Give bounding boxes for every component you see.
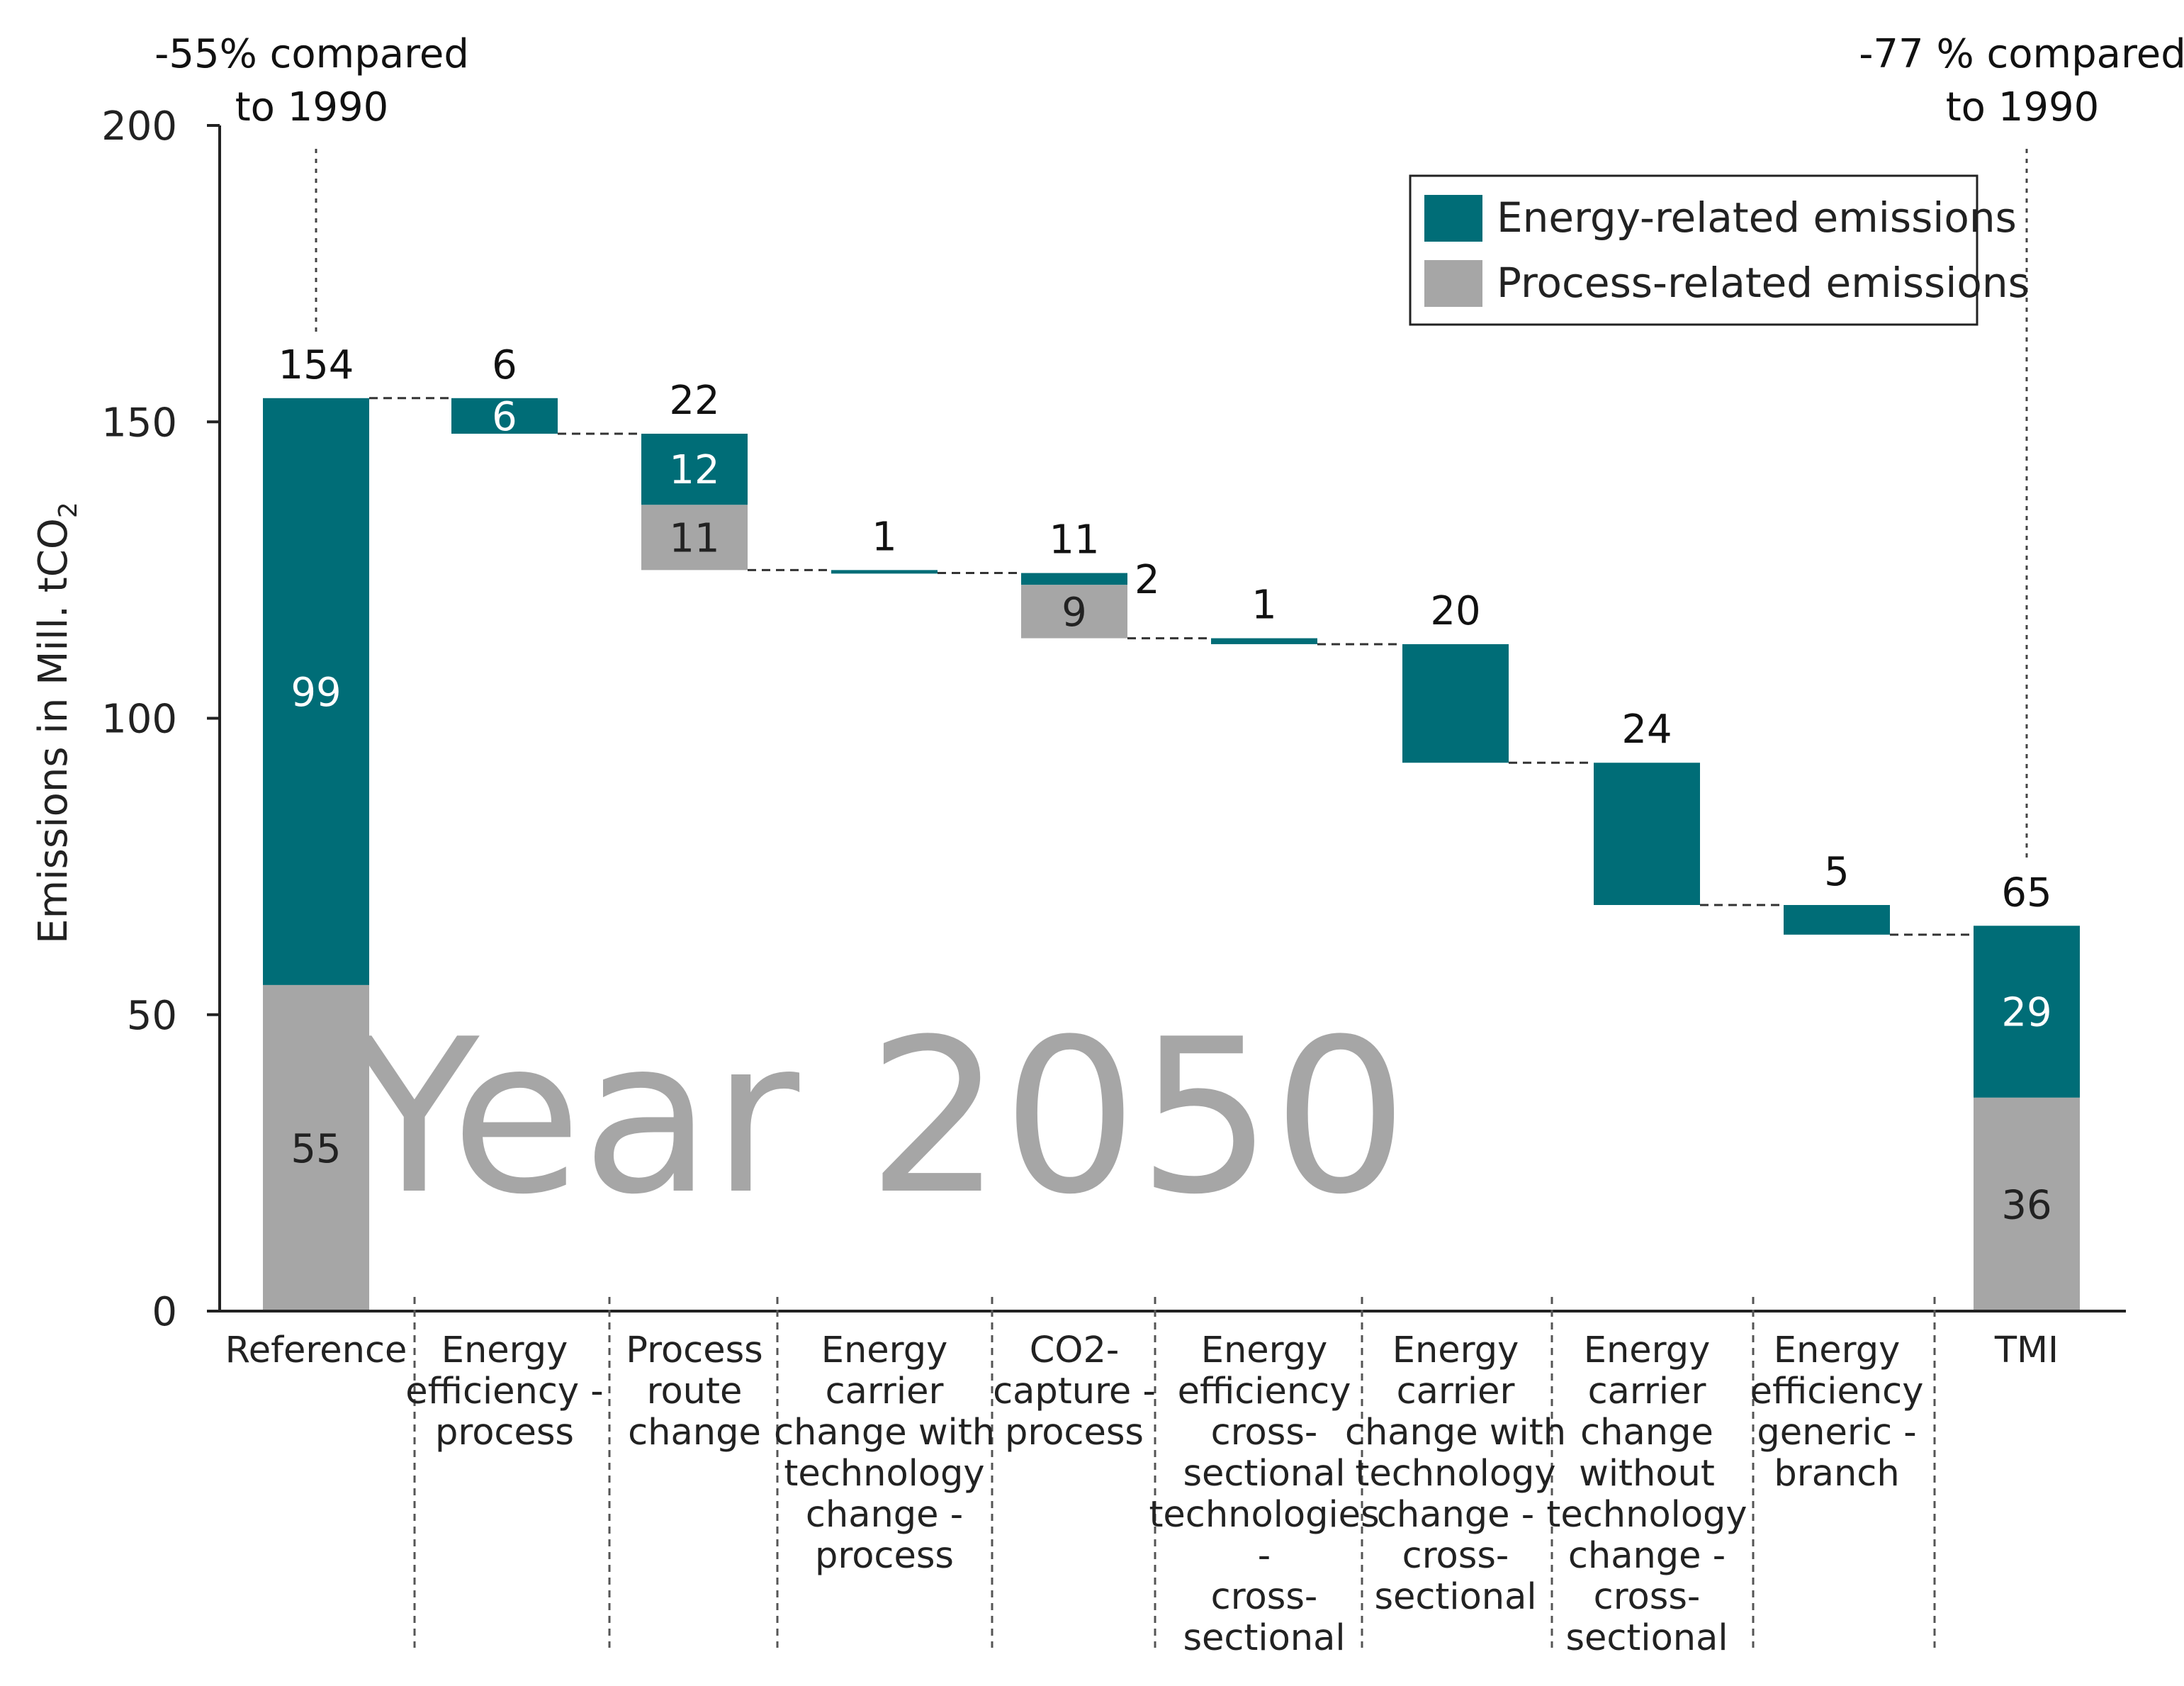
y-tick-label-100: 100 — [101, 697, 177, 743]
bar-energy-5 — [1211, 638, 1317, 644]
category-label-6-3: technology — [1355, 1453, 1555, 1495]
total-label-6: 20 — [1430, 588, 1480, 634]
total-label-1: 6 — [492, 342, 517, 388]
total-label-4: 11 — [1049, 517, 1099, 563]
category-label-1-0: Energy — [441, 1330, 568, 1371]
category-label-8-3: branch — [1774, 1453, 1899, 1495]
energy-label-0: 99 — [291, 670, 341, 716]
bar-energy-0 — [263, 398, 369, 985]
bar-energy-6 — [1402, 644, 1509, 763]
bar-energy-8 — [1784, 904, 1890, 935]
total-label-0: 154 — [278, 342, 354, 388]
category-label-7-6: cross- — [1594, 1576, 1701, 1618]
y-tick-label-200: 200 — [101, 103, 177, 150]
category-label-2-0: Process — [626, 1330, 762, 1371]
process-label-9: 36 — [2001, 1182, 2051, 1228]
bar-energy-7 — [1594, 763, 1700, 905]
category-label-6-5: cross- — [1402, 1535, 1509, 1577]
category-label-7-0: Energy — [1584, 1330, 1711, 1371]
category-label-4-2: process — [1005, 1412, 1144, 1454]
category-label-3-5: process — [815, 1535, 954, 1577]
category-label-3-3: technology — [784, 1453, 984, 1495]
energy-label-1: 6 — [492, 394, 517, 440]
category-label-5-3: sectional — [1183, 1453, 1345, 1495]
category-label-4-1: capture - — [993, 1371, 1156, 1412]
total-label-7: 24 — [1621, 707, 1672, 753]
total-label-9: 65 — [2001, 870, 2051, 916]
category-label-8-2: generic - — [1757, 1412, 1916, 1454]
category-label-4-0: CO2- — [1030, 1330, 1120, 1371]
bar-energy-9 — [1974, 926, 2080, 1098]
bar-energy-3 — [831, 570, 938, 574]
bar-energy-2 — [641, 433, 748, 505]
annotation-text-1-1: to 1990 — [1946, 84, 2100, 130]
total-label-3: 1 — [872, 514, 897, 560]
annotation-text-1-0: -77 % compared — [1859, 31, 2184, 77]
legend-label-energy: Energy-related emissions — [1497, 193, 2017, 242]
category-label-6-1: carrier — [1397, 1371, 1515, 1412]
category-label-7-3: without — [1579, 1453, 1715, 1495]
category-label-9-0: TMI — [1994, 1330, 2059, 1371]
annotation-text-0-1: to 1990 — [235, 84, 389, 130]
y-tick-label-50: 50 — [127, 993, 177, 1039]
category-label-8-0: Energy — [1774, 1330, 1901, 1371]
category-label-5-4: technologies — [1149, 1494, 1379, 1536]
legend-label-process: Process-related emissions — [1497, 259, 2030, 307]
category-label-1-2: process — [435, 1412, 574, 1454]
category-label-5-0: Energy — [1201, 1330, 1328, 1371]
watermark-text: Year 2050 — [346, 994, 1408, 1241]
process-label-2: 11 — [669, 515, 719, 561]
category-label-3-4: change - — [806, 1494, 963, 1536]
energy-label-2: 12 — [669, 447, 719, 493]
total-label-8: 5 — [1824, 849, 1850, 895]
category-label-1-1: efficiency - — [405, 1371, 603, 1412]
category-label-5-6: cross- — [1211, 1576, 1318, 1618]
bar-process-9 — [1974, 1097, 2080, 1311]
category-label-7-1: carrier — [1588, 1371, 1706, 1412]
total-label-5: 1 — [1251, 583, 1277, 629]
category-label-2-2: change — [628, 1412, 761, 1454]
category-label-7-4: technology — [1546, 1494, 1747, 1536]
y-axis-label: Emissions in Mill. tCO2 — [30, 502, 83, 944]
category-label-3-0: Energy — [821, 1330, 948, 1371]
category-label-5-7: sectional — [1183, 1617, 1345, 1659]
category-label-7-2: change — [1580, 1412, 1713, 1454]
annotation-text-0-0: -55% compared — [154, 31, 469, 77]
category-label-6-4: change - — [1377, 1494, 1534, 1536]
process-label-0: 55 — [291, 1126, 341, 1172]
side-label-4: 2 — [1135, 557, 1160, 603]
category-label-0-0: Reference — [225, 1330, 407, 1371]
category-label-6-0: Energy — [1392, 1330, 1519, 1371]
y-tick-label-150: 150 — [101, 400, 177, 446]
category-label-5-5: - — [1258, 1535, 1271, 1577]
category-label-5-1: efficiency — [1178, 1371, 1351, 1412]
category-label-6-6: sectional — [1374, 1576, 1536, 1618]
total-label-2: 22 — [669, 378, 719, 424]
category-label-3-2: change with — [774, 1412, 995, 1454]
category-label-3-1: carrier — [826, 1371, 944, 1412]
category-label-7-5: change - — [1568, 1535, 1726, 1577]
legend-swatch-energy — [1424, 195, 1482, 242]
bar-energy-4 — [1021, 573, 1127, 585]
bar-process-4 — [1021, 585, 1127, 639]
bar-process-0 — [263, 984, 369, 1311]
legend-swatch-process — [1424, 260, 1482, 307]
category-label-7-7: sectional — [1565, 1617, 1728, 1659]
process-label-4: 9 — [1062, 590, 1087, 636]
bar-energy-1 — [451, 398, 558, 434]
y-tick-label-0: 0 — [152, 1289, 177, 1335]
legend-box — [1409, 174, 1978, 326]
bar-process-2 — [641, 505, 748, 571]
category-label-8-1: efficiency — [1750, 1371, 1924, 1412]
category-label-5-2: cross- — [1211, 1412, 1318, 1454]
energy-label-9: 29 — [2001, 990, 2051, 1036]
category-label-6-2: change with — [1345, 1412, 1566, 1454]
category-label-2-1: route — [647, 1371, 743, 1412]
